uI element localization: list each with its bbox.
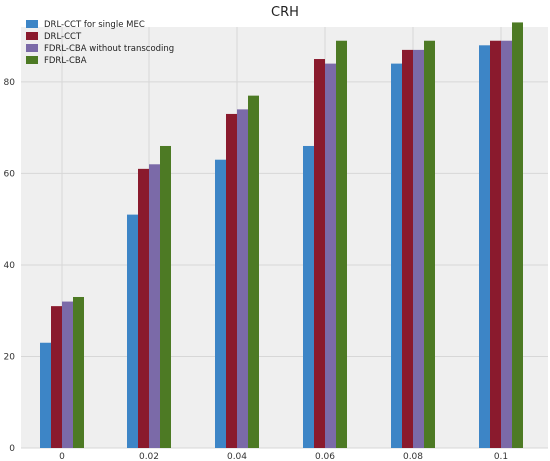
legend-swatch	[26, 56, 38, 64]
bar-4-5	[424, 40, 435, 448]
bar-3-2	[149, 164, 160, 449]
y-tick-label: 0	[9, 444, 15, 454]
bar-2-4	[314, 59, 325, 449]
legend: DRL-CCT for single MEC DRL-CCT FDRL-CBA wi…	[26, 20, 174, 66]
bar-3-4	[325, 63, 336, 448]
x-tick-label: 0.1	[494, 452, 508, 461]
bar-3-5	[413, 49, 424, 449]
x-tick-label: 0.08	[403, 452, 423, 461]
chart-title: CRH	[271, 5, 299, 20]
bar-3-6	[501, 40, 512, 448]
y-tick-label: 60	[4, 169, 16, 179]
legend-label: DRL-CCT	[44, 32, 82, 42]
x-tick-label: 0.02	[139, 452, 159, 461]
bar-2-3	[226, 113, 237, 449]
bar-4-4	[336, 40, 347, 448]
bar-1-5	[391, 63, 402, 448]
legend-swatch	[26, 20, 38, 28]
plot-area	[21, 27, 548, 448]
bar-2-1	[51, 306, 62, 448]
bar-1-6	[479, 45, 490, 448]
legend-label: DRL-CCT for single MEC	[44, 20, 145, 30]
bar-2-5	[402, 49, 413, 449]
legend-swatch	[26, 44, 38, 52]
bar-4-2	[160, 145, 171, 448]
legend-label: FDRL-CBA without transcoding	[44, 44, 174, 54]
bar-1-1	[40, 342, 51, 448]
bar-3-1	[62, 301, 73, 448]
axes: 0 20 40 60 80 0 0.02 0.04 0.06 0.08 0.1	[4, 78, 509, 461]
bar-4-1	[73, 296, 84, 448]
y-tick-label: 80	[4, 78, 16, 88]
bars	[40, 22, 523, 449]
x-tick-label: 0.06	[315, 452, 335, 461]
bar-3-3	[237, 109, 248, 448]
x-tick-label: 0	[59, 452, 65, 461]
bar-4-6	[512, 22, 523, 448]
bar-1-3	[215, 159, 226, 448]
bar-2-2	[138, 168, 149, 448]
y-tick-label: 40	[4, 261, 16, 271]
x-tick-label: 0.04	[227, 452, 247, 461]
bar-1-4	[303, 145, 314, 448]
legend-label: FDRL-CBA	[44, 56, 87, 66]
bar-4-3	[248, 95, 259, 449]
y-tick-label: 20	[4, 352, 16, 362]
bar-2-6	[490, 40, 501, 448]
bar-1-2	[127, 214, 138, 448]
legend-swatch	[26, 32, 38, 40]
